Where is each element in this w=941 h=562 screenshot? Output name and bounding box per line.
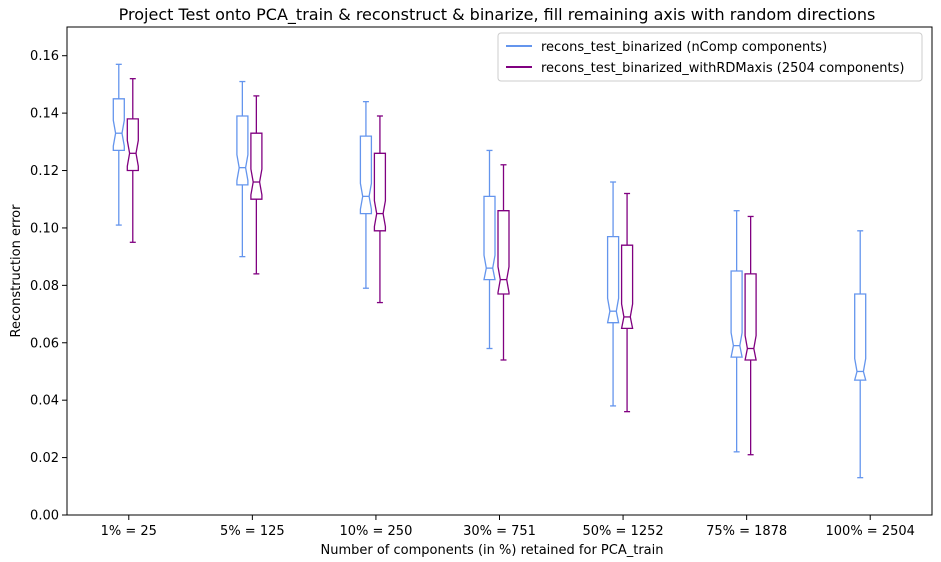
box-body: [373, 152, 387, 232]
y-tick-label: 0.10: [30, 221, 59, 236]
chart-title: Project Test onto PCA_train & reconstruc…: [119, 5, 876, 25]
y-tick-label: 0.16: [30, 49, 59, 64]
box-group: [483, 149, 496, 350]
box-group: [112, 63, 125, 226]
x-tick-label: 30% = 751: [463, 524, 536, 539]
box-group: [250, 95, 263, 275]
box-body: [359, 135, 373, 215]
y-axis: 0.00 0.02 0.04 0.06 0.08 0.10 0.12 0.14 0.16: [30, 49, 67, 524]
x-tick-label: 50% = 1252: [583, 524, 664, 539]
x-tick-label: 1% = 25: [101, 524, 157, 539]
x-tick-label: 100% = 2504: [826, 524, 915, 539]
box-body: [250, 132, 263, 200]
x-axis: 1% = 25 5% = 125 10% = 250 30% = 751 50% = 1…: [101, 515, 915, 539]
x-axis-label: Number of components (in %) retained for…: [320, 543, 663, 558]
box-body: [744, 273, 757, 361]
box-body: [620, 244, 634, 330]
box-group: [606, 181, 620, 407]
y-tick-label: 0.02: [30, 451, 59, 466]
box-body: [497, 210, 510, 295]
y-tick-label: 0.08: [30, 279, 59, 294]
y-axis-label: Reconstruction error: [9, 204, 24, 338]
box-group: [126, 78, 139, 243]
box-body: [126, 118, 139, 172]
box-body: [606, 235, 620, 324]
x-tick-label: 5% = 125: [220, 524, 285, 539]
x-tick-label: 75% = 1878: [706, 524, 787, 539]
box-group: [730, 210, 743, 453]
y-tick-label: 0.06: [30, 336, 59, 351]
legend: recons_test_binarized (nComp components)…: [497, 32, 923, 82]
y-tick-label: 0.00: [30, 509, 59, 524]
box-body: [112, 98, 125, 152]
box-body: [483, 195, 496, 281]
y-tick-label: 0.04: [30, 394, 59, 409]
box-group: [236, 80, 249, 258]
legend-label-series-1: recons_test_binarized (nComp components): [541, 40, 827, 55]
box-body: [236, 115, 249, 186]
legend-frame: [497, 32, 923, 82]
boxplots: [112, 63, 867, 479]
legend-label-series-2: recons_test_binarized_withRDMaxis (2504 …: [541, 61, 904, 76]
box-group: [620, 192, 634, 413]
x-tick-label: 10% = 250: [339, 524, 412, 539]
y-tick-label: 0.12: [30, 164, 59, 179]
box-group: [359, 100, 373, 289]
box-group: [744, 215, 757, 456]
y-tick-label: 0.14: [30, 107, 59, 122]
box-group: [853, 230, 867, 479]
box-group: [497, 164, 510, 361]
box-body: [853, 293, 867, 381]
box-group: [373, 115, 387, 304]
box-body: [730, 270, 743, 358]
